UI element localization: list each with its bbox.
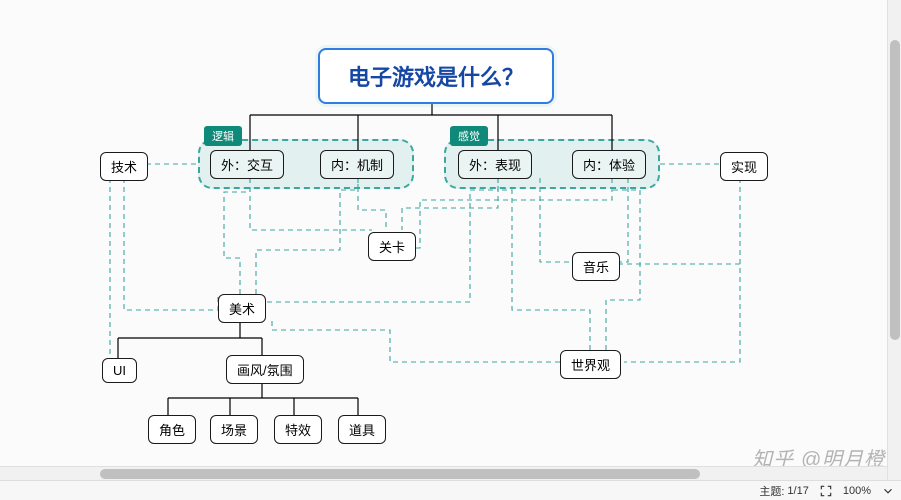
node-style[interactable]: 画风/氛围 <box>226 355 304 384</box>
vertical-scrollbar-thumb[interactable] <box>890 40 900 340</box>
node-level[interactable]: 关卡 <box>368 232 416 261</box>
node-vfx[interactable]: 特效 <box>274 415 322 444</box>
diagram-canvas: 逻辑 感觉 <box>0 0 901 500</box>
zoom-level[interactable]: 100% <box>843 485 871 497</box>
node-experience[interactable]: 内：体验 <box>572 150 646 179</box>
topic-total: 17 <box>797 485 809 497</box>
node-tech[interactable]: 技术 <box>100 152 148 181</box>
node-prop[interactable]: 道具 <box>338 415 386 444</box>
node-interact[interactable]: 外：交互 <box>210 150 284 179</box>
group-logic-tag: 逻辑 <box>204 126 242 146</box>
chevron-down-icon <box>881 484 895 498</box>
vertical-scrollbar[interactable] <box>887 0 901 480</box>
topic-counter: 主题: 1 / 17 <box>759 483 809 499</box>
horizontal-scrollbar-thumb[interactable] <box>100 469 700 479</box>
node-impl[interactable]: 实现 <box>720 152 768 181</box>
node-ui[interactable]: UI <box>102 358 137 383</box>
root-node[interactable]: 电子游戏是什么？ <box>318 48 554 104</box>
fit-view-icon <box>819 484 833 498</box>
node-role[interactable]: 角色 <box>148 415 196 444</box>
node-express[interactable]: 外：表现 <box>458 150 532 179</box>
node-music[interactable]: 音乐 <box>572 252 620 281</box>
fit-view-button[interactable] <box>819 484 833 498</box>
node-world[interactable]: 世界观 <box>560 350 621 379</box>
node-art[interactable]: 美术 <box>218 294 266 323</box>
topic-label: 主题: <box>759 483 784 499</box>
group-feel-tag: 感觉 <box>450 126 488 146</box>
zoom-dropdown[interactable] <box>881 484 895 498</box>
horizontal-scrollbar[interactable] <box>0 466 887 480</box>
status-bar: 主题: 1 / 17 100% <box>0 480 901 500</box>
node-mechanism[interactable]: 内：机制 <box>320 150 394 179</box>
node-scene[interactable]: 场景 <box>210 415 258 444</box>
